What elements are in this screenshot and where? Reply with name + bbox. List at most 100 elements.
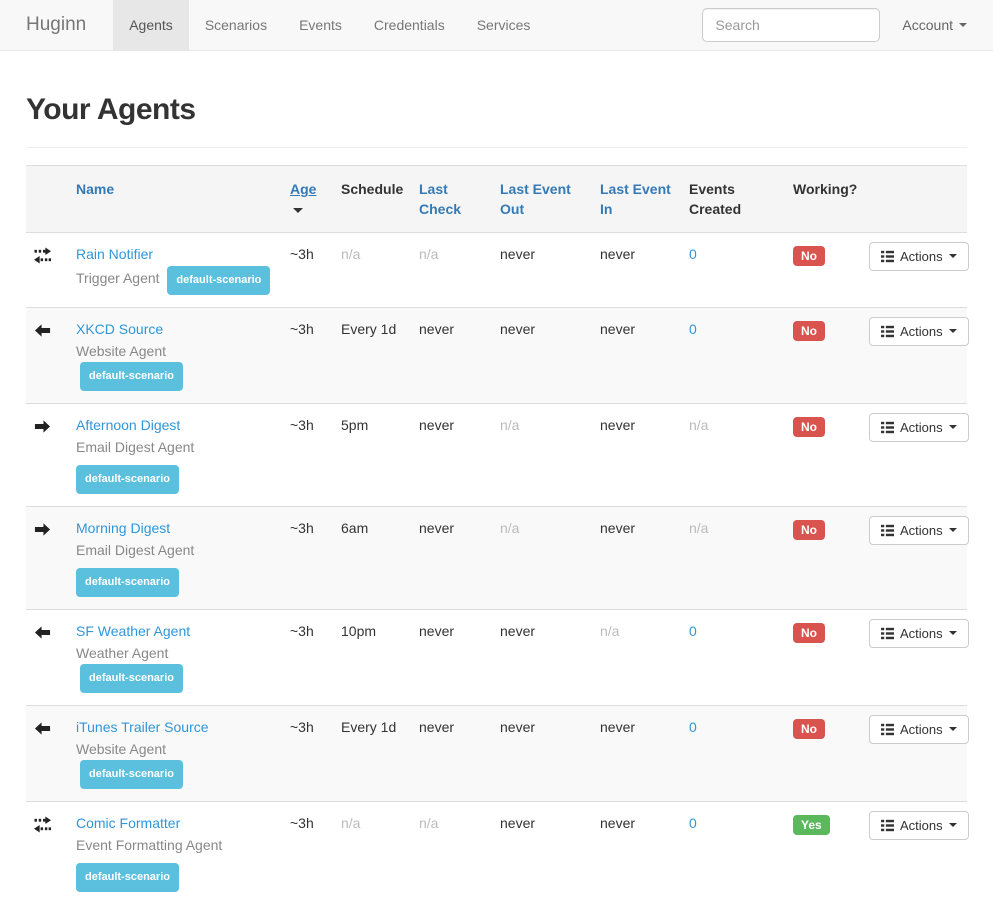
search-input[interactable] — [702, 8, 881, 42]
sort-last-check-link[interactable]: Last Check — [419, 181, 462, 218]
last-event-out-value: n/a — [500, 519, 520, 536]
scenario-badge[interactable]: default-scenario — [167, 265, 271, 295]
list-icon — [881, 250, 894, 263]
agent-name-link[interactable]: XKCD Source — [76, 320, 164, 337]
chevron-down-icon — [948, 425, 957, 430]
nav-item-scenarios[interactable]: Scenarios — [204, 17, 268, 33]
nav-item-credentials[interactable]: Credentials — [373, 17, 445, 33]
chevron-down-icon — [948, 528, 957, 533]
sort-caret-icon — [293, 208, 303, 214]
title-divider — [26, 147, 967, 148]
header-schedule: Schedule — [333, 165, 411, 233]
agent-type-label: Event Formatting Agent — [76, 836, 223, 853]
table-row: iTunes Trailer Source Website Agent defa… — [26, 704, 969, 802]
events-created-value[interactable]: 0 — [689, 718, 697, 735]
agent-name-link[interactable]: Afternoon Digest — [76, 416, 181, 433]
agent-type-label: Weather Agent — [76, 644, 169, 661]
chevron-down-icon — [948, 329, 957, 334]
sort-age-link[interactable]: Age — [290, 181, 317, 197]
list-icon — [881, 819, 894, 832]
agent-type-and-scenario: Email Digest Agent default-scenario — [76, 540, 274, 597]
table-header-row: Name Age Schedule Last Check Last Event … — [26, 165, 967, 233]
scenario-badge[interactable]: default-scenario — [76, 862, 179, 892]
header-working: Working? — [785, 165, 861, 233]
scenario-badge[interactable]: default-scenario — [80, 361, 183, 391]
agent-name-link[interactable]: Morning Digest — [76, 519, 171, 536]
brand-huginn[interactable]: Huginn — [26, 14, 87, 35]
age-value: ~3h — [290, 519, 314, 536]
agent-name-link[interactable]: SF Weather Agent — [76, 622, 191, 639]
actions-button-label: Actions — [900, 248, 943, 264]
nav-item-events[interactable]: Events — [299, 17, 342, 33]
last-check-value: never — [419, 622, 455, 639]
age-value: ~3h — [290, 718, 314, 735]
actions-button[interactable]: Actions — [869, 316, 969, 346]
last-event-in-value: never — [600, 519, 636, 536]
arrow-right-icon — [34, 418, 60, 435]
agent-name-link[interactable]: Rain Notifier — [76, 245, 154, 262]
events-created-value[interactable]: 0 — [689, 814, 697, 831]
header-last-event-out: Last Event Out — [492, 165, 592, 233]
actions-button-label: Actions — [900, 721, 943, 737]
header-events-created: Events Created — [681, 165, 785, 233]
actions-button[interactable]: Actions — [869, 618, 969, 648]
last-event-out-value: never — [500, 320, 536, 337]
table-row: Morning Digest Email Digest Agent defaul… — [26, 505, 969, 610]
scenario-badge[interactable]: default-scenario — [80, 759, 183, 789]
events-created-value: n/a — [689, 519, 709, 536]
actions-button[interactable]: Actions — [869, 412, 969, 442]
header-name: Name — [68, 165, 282, 233]
last-event-out-value: n/a — [500, 416, 520, 433]
actions-button-label: Actions — [900, 419, 943, 435]
working-badge: No — [793, 718, 825, 739]
last-event-in-value: never — [600, 416, 636, 433]
last-event-out-value: never — [500, 245, 536, 262]
actions-button[interactable]: Actions — [869, 714, 969, 744]
actions-button-label: Actions — [900, 522, 943, 538]
sort-last-event-in-link[interactable]: Last Event In — [600, 181, 671, 218]
agent-type-and-scenario: Website Agent default-scenario — [76, 739, 274, 789]
main-content: Your Agents Name Age Schedule Last Check… — [0, 93, 993, 904]
agent-name-link[interactable]: iTunes Trailer Source — [76, 718, 209, 735]
actions-button[interactable]: Actions — [869, 810, 969, 840]
scenario-badge[interactable]: default-scenario — [80, 663, 183, 693]
working-badge: Yes — [793, 814, 830, 835]
transfer-icon — [34, 247, 60, 264]
actions-button[interactable]: Actions — [869, 515, 969, 545]
events-created-value[interactable]: 0 — [689, 245, 697, 262]
page-title: Your Agents — [26, 93, 196, 126]
sort-name-link[interactable]: Name — [76, 181, 115, 197]
actions-button[interactable]: Actions — [869, 241, 969, 271]
header-last-check: Last Check — [411, 165, 492, 233]
actions-button-label: Actions — [900, 323, 943, 339]
events-created-value[interactable]: 0 — [689, 622, 697, 639]
age-value: ~3h — [290, 320, 314, 337]
table-row: XKCD Source Website Agent default-scenar… — [26, 306, 969, 404]
agent-type-label: Website Agent — [76, 342, 167, 359]
last-check-value: never — [419, 416, 455, 433]
nav-item-services[interactable]: Services — [476, 17, 531, 33]
scenario-badge[interactable]: default-scenario — [76, 567, 179, 597]
last-event-in-value: n/a — [600, 622, 620, 639]
transfer-icon — [34, 816, 60, 833]
scenario-badge[interactable]: default-scenario — [76, 464, 179, 494]
list-icon — [881, 627, 894, 640]
agent-name-link[interactable]: Comic Formatter — [76, 814, 181, 831]
nav-item-agents[interactable]: Agents — [113, 0, 189, 50]
header-age: Age — [282, 165, 333, 233]
account-menu[interactable]: Account — [902, 17, 967, 33]
age-value: ~3h — [290, 416, 314, 433]
agent-type-and-scenario: Website Agent default-scenario — [76, 341, 274, 391]
agent-type-label: Email Digest Agent — [76, 541, 195, 558]
schedule-value: 10pm — [341, 622, 377, 639]
agent-type-label: Trigger Agent — [76, 269, 160, 286]
chevron-down-icon — [948, 631, 957, 636]
events-created-value[interactable]: 0 — [689, 320, 697, 337]
last-event-in-value: never — [600, 718, 636, 735]
table-row: Afternoon Digest Email Digest Agent defa… — [26, 402, 969, 507]
agents-table: Name Age Schedule Last Check Last Event … — [26, 165, 969, 904]
table-row: SF Weather Agent Weather Agent default-s… — [26, 608, 969, 706]
sort-last-event-out-link[interactable]: Last Event Out — [500, 181, 571, 218]
last-event-out-value: never — [500, 814, 536, 831]
arrow-left-icon — [34, 720, 60, 737]
